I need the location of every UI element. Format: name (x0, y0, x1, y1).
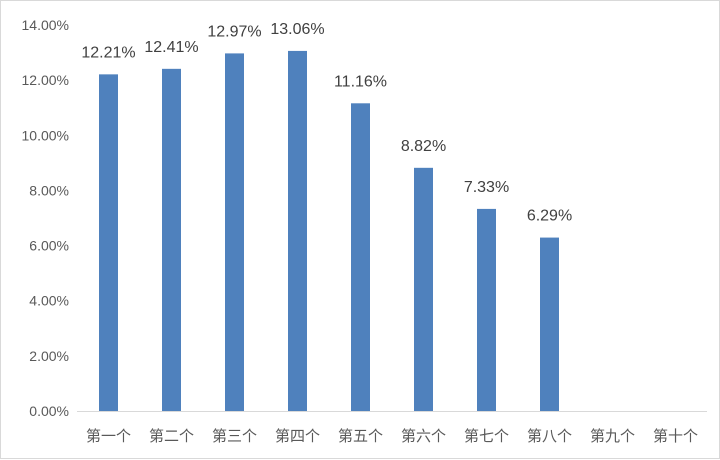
bar (540, 237, 559, 411)
x-category-label: 第七个 (464, 427, 509, 445)
data-label: 12.21% (81, 44, 135, 61)
x-category-label: 第十个 (653, 427, 698, 445)
bar (162, 68, 181, 412)
x-category-label: 第五个 (338, 427, 383, 445)
bar (414, 167, 433, 411)
data-label: 12.97% (207, 23, 261, 40)
y-tick-label: 2.00% (29, 348, 69, 364)
data-label: 6.29% (527, 208, 572, 225)
x-category-label: 第六个 (401, 427, 446, 445)
x-category-label: 第二个 (149, 427, 194, 445)
data-label: 13.06% (270, 21, 324, 38)
y-tick-label: 6.00% (29, 238, 69, 254)
bar (477, 208, 496, 411)
y-tick-label: 12.00% (22, 72, 69, 88)
y-tick-label: 10.00% (22, 127, 69, 143)
x-category-label: 第三个 (212, 427, 257, 445)
y-tick-label: 0.00% (29, 403, 69, 419)
bar (288, 50, 307, 411)
y-tick-label: 8.00% (29, 182, 69, 198)
x-category-label: 第一个 (86, 427, 131, 445)
x-category-label: 第八个 (527, 427, 572, 445)
x-category-label: 第四个 (275, 427, 320, 445)
data-label: 8.82% (401, 138, 446, 155)
data-label: 11.16% (334, 73, 387, 90)
bar (99, 74, 118, 412)
bar (225, 53, 244, 412)
x-category-label: 第九个 (590, 427, 635, 445)
data-label: 7.33% (464, 179, 509, 196)
y-tick-label: 14.00% (22, 17, 69, 33)
y-tick-label: 4.00% (29, 293, 69, 309)
bar (351, 103, 370, 411)
data-label: 12.41% (144, 39, 198, 56)
